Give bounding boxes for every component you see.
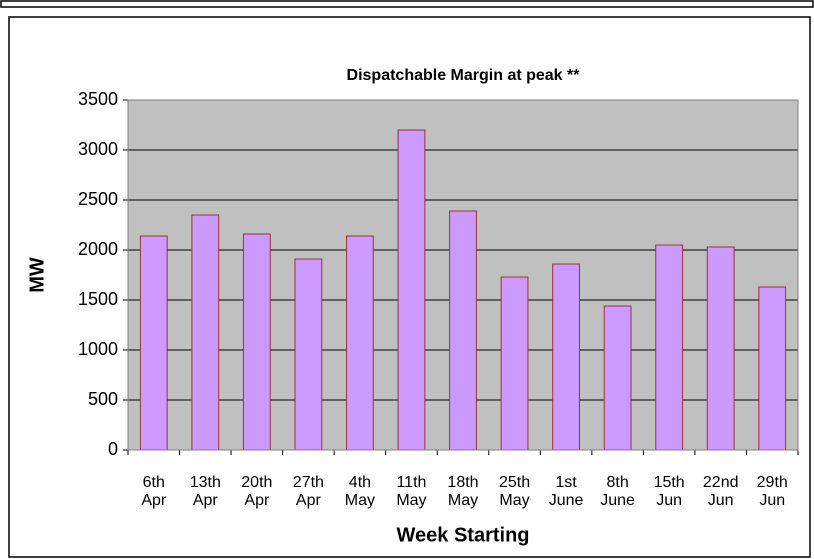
x-tick-label: 6th Apr: [141, 474, 167, 509]
bar: [603, 305, 632, 451]
frame-top: [0, 0, 814, 8]
y-tick-label: 500: [88, 389, 118, 409]
bar: [655, 244, 684, 451]
bar: [191, 214, 220, 451]
x-tick-label: 11th May: [396, 474, 427, 509]
bar: [242, 233, 271, 451]
x-tick-label: 22nd Jun: [702, 474, 739, 509]
bar: [346, 235, 374, 451]
x-tick-label: 25th May: [498, 474, 531, 509]
bar: [552, 263, 580, 451]
y-tick-label: 3500: [78, 89, 118, 109]
bar: [397, 129, 426, 451]
bar: [449, 210, 477, 451]
x-tick-label: 8th June: [600, 474, 635, 509]
x-tick-label: 4th May: [344, 474, 376, 509]
y-tick-label: 2000: [78, 239, 118, 259]
x-tick-label: 1st June: [548, 474, 584, 509]
chart-title: Dispatchable Margin at peak **: [347, 67, 581, 84]
y-axis-label: MW: [26, 257, 48, 293]
x-tick-label: 20th Apr: [241, 474, 273, 509]
y-tick-label: 0: [108, 439, 118, 459]
y-tick-label: 1500: [78, 289, 118, 309]
bar: [294, 258, 323, 451]
x-axis-label: Week Starting: [397, 524, 530, 546]
y-tick-label: 3000: [78, 139, 118, 159]
x-tick-label: 29th Jun: [756, 474, 788, 509]
y-tick-label: 1000: [78, 339, 118, 359]
plot-border: [127, 99, 799, 451]
x-tick-label: 13th Apr: [189, 474, 221, 509]
y-tick-label: 2500: [78, 189, 118, 209]
bar: [706, 246, 735, 451]
x-tick-label: 18th May: [447, 474, 479, 509]
x-tick-label: 27th Apr: [292, 474, 324, 509]
x-tick-label: 15th Jun: [653, 474, 685, 509]
bar: [758, 286, 787, 451]
bar: [500, 276, 529, 451]
bar: [139, 235, 168, 451]
